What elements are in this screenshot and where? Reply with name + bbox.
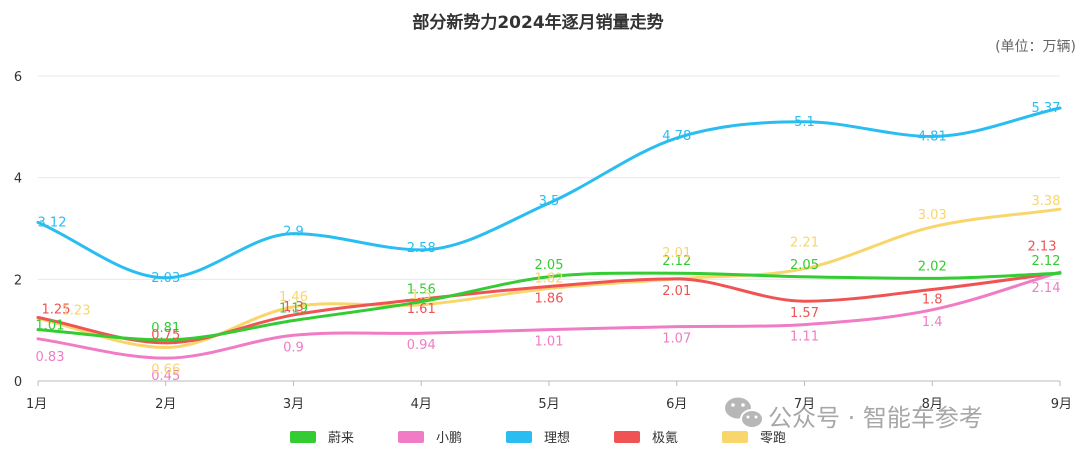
legend-item[interactable]: 蔚来: [290, 431, 354, 446]
x-tick-label: 9月: [1051, 397, 1072, 412]
x-tick-label: 3月: [283, 397, 304, 412]
y-tick-label: 6: [14, 70, 22, 85]
legend-label: 零跑: [760, 431, 786, 446]
data-label: 1.07: [662, 332, 691, 347]
data-label: 2.05: [790, 258, 819, 273]
legend-swatch: [398, 431, 424, 443]
series-line-4: [36, 207, 1062, 349]
data-label: 2.02: [918, 259, 947, 274]
legend-item[interactable]: 零跑: [722, 431, 786, 446]
legend-label: 小鹏: [436, 431, 462, 446]
data-label: 2.01: [662, 246, 691, 261]
x-tick-label: 6月: [666, 397, 687, 412]
x-tick-label: 7月: [794, 397, 815, 412]
data-label: 3.38: [1032, 194, 1061, 209]
y-tick-label: 2: [14, 273, 22, 288]
data-label: 5.37: [1032, 101, 1061, 116]
data-label: 1.3: [283, 300, 304, 315]
data-label: 3.12: [38, 215, 67, 230]
series-line-0: [36, 271, 1062, 342]
legend-item[interactable]: 极氪: [614, 430, 678, 446]
data-label: 4.78: [662, 129, 691, 144]
data-label: 2.12: [662, 254, 691, 269]
legend: 蔚来 小鹏 理想 极氪 零跑: [290, 430, 786, 446]
data-label: 0.83: [36, 350, 65, 365]
legend-item[interactable]: 小鹏: [398, 431, 462, 446]
data-label: 2.14: [1032, 281, 1061, 296]
data-label: 1.8: [922, 293, 943, 308]
data-label: 0.75: [151, 328, 180, 343]
data-label: 0.81: [151, 321, 180, 336]
data-label: 2.05: [535, 258, 564, 273]
y-tick-label: 0: [14, 375, 22, 390]
data-label: 2.12: [1032, 254, 1061, 269]
data-label: 0.66: [151, 362, 180, 377]
data-label: 1.82: [535, 271, 564, 286]
data-label: 2.58: [407, 241, 436, 256]
data-label: 1.57: [790, 306, 819, 321]
series-line-2: [36, 106, 1062, 280]
legend-swatch: [722, 431, 748, 443]
data-label: 1.19: [279, 302, 308, 317]
data-label: 1.01: [535, 335, 564, 350]
data-label: 1.86: [535, 291, 564, 306]
data-label: 2.01: [662, 284, 691, 299]
legend-swatch: [506, 431, 532, 443]
x-tick-label: 4月: [411, 397, 432, 412]
data-label: 1.61: [407, 302, 436, 317]
x-tick-label: 8月: [922, 397, 943, 412]
series-line-1: [36, 270, 1062, 360]
watermark: 公众号 · 智能车参考: [725, 397, 983, 432]
data-label: 2.03: [151, 271, 180, 286]
unit-label: (单位：万辆): [995, 39, 1076, 55]
data-label: 0.94: [407, 338, 436, 353]
legend-label: 理想: [544, 430, 570, 446]
data-label: 1.56: [407, 283, 436, 298]
data-label: 1.5: [411, 288, 432, 303]
data-labels: 1.01 0.81 1.19 1.56 2.05 2.12 2.05 2.02 2.12 0.83…: [36, 101, 1061, 384]
y-axis: 0 2 4 6: [14, 70, 22, 390]
data-label: 5.1: [794, 115, 815, 130]
legend-item[interactable]: 理想: [506, 430, 570, 446]
data-label: 1.23: [62, 303, 91, 318]
data-label: 0.9: [283, 340, 304, 355]
data-label: 2.9: [283, 225, 304, 240]
data-label: 2.13: [1028, 240, 1057, 255]
data-label: 1.11: [790, 330, 819, 345]
data-label: 4.81: [918, 129, 947, 144]
y-tick-label: 4: [14, 172, 22, 187]
chart-title: 部分新势力2024年逐月销量走势: [412, 12, 663, 33]
series-lines: [36, 106, 1062, 360]
x-tick-label: 1月: [26, 397, 47, 412]
data-label: 3.03: [918, 208, 947, 223]
wechat-icon: [725, 397, 764, 429]
data-label: 1.25: [42, 302, 71, 317]
grid-lines: [38, 75, 1060, 280]
legend-swatch: [290, 431, 316, 443]
data-label: 1.01: [36, 319, 65, 334]
x-tick-label: 2月: [155, 397, 176, 412]
data-label: 1.4: [922, 315, 943, 330]
x-axis: 1月 2月 3月 4月 5月 6月 7月 8月 9月: [26, 380, 1072, 412]
data-label: 1.46: [279, 290, 308, 305]
data-label: 3.5: [539, 194, 560, 209]
legend-label: 蔚来: [328, 431, 354, 446]
x-tick-label: 5月: [538, 397, 559, 412]
watermark-text: 公众号 · 智能车参考: [768, 404, 983, 432]
data-label: 0.45: [151, 369, 180, 384]
data-label: 2.21: [790, 236, 819, 251]
legend-swatch: [614, 431, 640, 443]
legend-label: 极氪: [652, 430, 678, 446]
